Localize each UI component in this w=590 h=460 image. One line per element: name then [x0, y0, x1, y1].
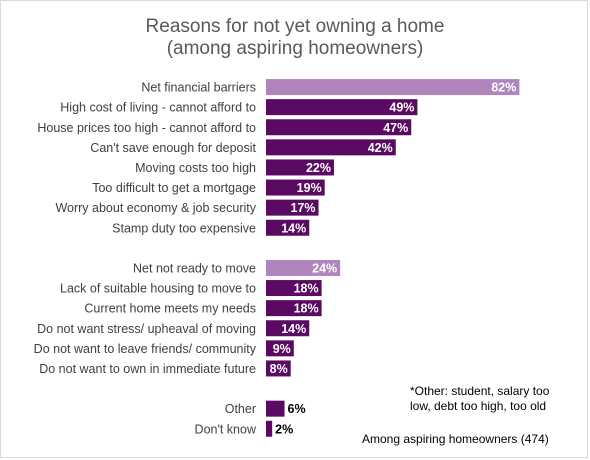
category-label: Net not ready to move: [133, 261, 256, 275]
other-footnote: *Other: student, salary too low, debt to…: [410, 384, 550, 413]
net-bar: [266, 259, 341, 276]
category-label: Net financial barriers: [141, 81, 256, 95]
bar: [266, 320, 310, 337]
category-label: Other: [225, 402, 256, 416]
data-label: 2%: [275, 422, 293, 436]
net-bar: [266, 79, 520, 96]
base-footnote: Among aspiring homeowners (474): [362, 432, 549, 446]
bar: [266, 139, 396, 156]
data-label: 9%: [273, 342, 291, 356]
bar: [266, 420, 273, 437]
data-label: 19%: [297, 181, 322, 195]
bar: [266, 340, 294, 357]
data-label: 8%: [270, 362, 288, 376]
category-label: Don't know: [195, 422, 257, 436]
data-label: 6%: [288, 402, 306, 416]
data-label: 18%: [294, 282, 319, 296]
category-label: House prices too high - cannot afford to: [37, 121, 256, 135]
bar: [266, 360, 291, 377]
data-label: 22%: [306, 161, 331, 175]
data-label: 47%: [383, 121, 408, 135]
bar: [266, 400, 285, 417]
bar: [266, 219, 310, 236]
bar: [266, 119, 412, 136]
category-label: Stamp duty too expensive: [112, 221, 256, 235]
category-label: Worry about economy & job security: [55, 201, 256, 215]
category-label: Do not want to leave friends/ community: [34, 342, 257, 356]
data-label: 82%: [491, 81, 516, 95]
data-label: 42%: [368, 141, 393, 155]
category-label: Too difficult to get a mortgage: [92, 181, 256, 195]
bar: [266, 199, 319, 216]
category-label: Current home meets my needs: [84, 302, 256, 316]
bar: [266, 159, 334, 176]
chart-title: Reasons for not yet owning a home (among…: [145, 16, 445, 59]
bar: [266, 280, 322, 297]
bar: [266, 99, 418, 116]
category-label: Lack of suitable housing to move to: [60, 282, 256, 296]
bar: [266, 300, 322, 317]
data-label: 17%: [290, 201, 315, 215]
category-label: Do not want to own in immediate future: [39, 362, 256, 376]
data-label: 49%: [389, 101, 414, 115]
category-label: High cost of living - cannot afford to: [60, 101, 256, 115]
data-label: 14%: [281, 322, 306, 336]
bar: [266, 179, 325, 196]
data-label: 18%: [294, 302, 319, 316]
category-label: Do not want stress/ upheaval of moving: [37, 322, 256, 336]
category-label: Can't save enough for deposit: [90, 141, 256, 155]
category-label: Moving costs too high: [135, 161, 256, 175]
data-label: 24%: [312, 261, 337, 275]
data-label: 14%: [281, 221, 306, 235]
